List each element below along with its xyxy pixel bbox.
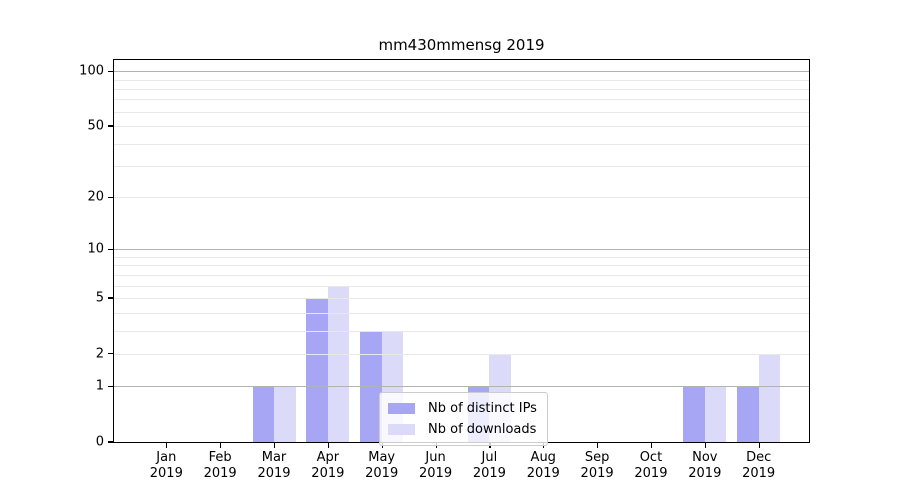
xtick-mark [274, 443, 276, 448]
chart-title: mm430mmensg 2019 [378, 36, 545, 54]
ytick-label-1: 1 [95, 378, 104, 394]
xtick-mark [704, 443, 706, 448]
gridline-major-100 [114, 71, 809, 73]
ytick-mark [107, 353, 113, 355]
gridline-minor-8 [114, 265, 809, 267]
ytick-label-50: 50 [87, 118, 104, 134]
xtick-mark [650, 443, 653, 448]
gridline-major-10 [114, 249, 809, 251]
xtick-mark [758, 443, 760, 448]
xtick-label-mar-2019: Mar 2019 [257, 450, 291, 481]
xtick-label-sep-2019: Sep 2019 [580, 450, 614, 481]
xtick-label-feb-2019: Feb 2019 [203, 450, 237, 481]
gridline-minor-7 [114, 274, 809, 276]
xtick-mark [327, 443, 330, 448]
bar-nb-of-downloads-apr-2019 [327, 285, 350, 442]
xtick-label-oct-2019: Oct 2019 [634, 450, 668, 481]
ytick-mark [107, 125, 113, 127]
gridline-minor-5 [114, 298, 809, 299]
gridline-minor-80 [114, 88, 809, 90]
ytick-mark [107, 297, 113, 299]
legend-label: Nb of distinct IPs [428, 401, 537, 416]
xtick-mark [166, 443, 168, 448]
ytick-label-5: 5 [95, 290, 104, 306]
xtick-label-jun-2019: Jun 2019 [419, 450, 453, 481]
gridline-minor-40 [114, 143, 809, 145]
ytick-label-100: 100 [79, 63, 104, 79]
gridline-minor-2 [114, 353, 809, 355]
bar-nb-of-downloads-dec-2019 [758, 353, 781, 442]
gridline-major-1 [114, 386, 809, 388]
legend-swatch [388, 403, 415, 414]
ytick-mark [107, 248, 113, 250]
ytick-mark [107, 385, 113, 387]
xtick-label-nov-2019: Nov 2019 [688, 450, 722, 481]
legend-swatch [388, 424, 415, 435]
bar-nb-of-distinct-ips-dec-2019 [737, 386, 759, 442]
legend-entry-distinct-ips: Nb of distinct IPs [388, 398, 537, 419]
ytick-label-0: 0 [95, 434, 104, 450]
ytick-label-2: 2 [95, 346, 104, 362]
ytick-mark [107, 196, 113, 198]
gridline-minor-30 [114, 166, 809, 168]
bar-nb-of-downloads-nov-2019 [704, 386, 727, 442]
gridline-minor-3 [114, 330, 809, 332]
gridline-minor-90 [114, 79, 809, 81]
gridline-minor-70 [114, 99, 809, 101]
gridline-minor-4 [114, 312, 809, 314]
gridline-minor-50 [114, 126, 809, 128]
bar-nb-of-distinct-ips-mar-2019 [252, 386, 274, 442]
bar-nb-of-downloads-mar-2019 [274, 386, 296, 442]
xtick-label-jul-2019: Jul 2019 [472, 450, 506, 481]
ytick-mark [107, 70, 113, 72]
gridline-minor-60 [114, 111, 809, 113]
ytick-label-10: 10 [87, 241, 104, 257]
ytick-mark [107, 441, 113, 443]
gridline-minor-9 [114, 256, 809, 258]
xtick-mark [220, 443, 222, 448]
gridline-minor-6 [114, 285, 809, 287]
xtick-label-jan-2019: Jan 2019 [149, 450, 183, 481]
ytick-label-20: 20 [87, 189, 104, 205]
xtick-label-apr-2019: Apr 2019 [311, 450, 345, 481]
xtick-mark [597, 443, 599, 448]
xtick-label-dec-2019: Dec 2019 [742, 450, 776, 481]
plot-area: Nb of distinct IPs Nb of downloads [113, 59, 810, 446]
legend-entry-downloads: Nb of downloads [388, 419, 537, 440]
legend-label: Nb of downloads [428, 422, 537, 437]
bar-nb-of-distinct-ips-apr-2019 [306, 298, 328, 442]
xtick-label-may-2019: May 2019 [365, 450, 399, 481]
xtick-label-aug-2019: Aug 2019 [526, 450, 560, 481]
legend: Nb of distinct IPs Nb of downloads [379, 392, 548, 446]
gridline-minor-20 [114, 197, 809, 199]
bar-nb-of-distinct-ips-nov-2019 [683, 386, 705, 442]
